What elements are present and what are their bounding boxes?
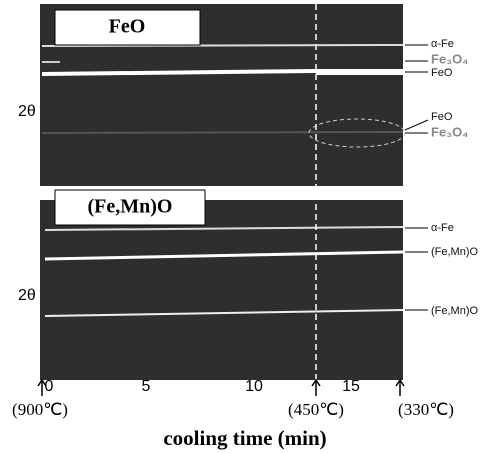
peak-label: FeO (431, 111, 453, 123)
peak-line (44, 309, 404, 317)
peak-label: (Fe,Mn)O (431, 305, 479, 317)
temperature-label: (450℃) (288, 400, 344, 419)
temperature-label: (900℃) (12, 400, 68, 419)
x-axis-title: cooling time (min) (163, 426, 326, 450)
panel-title-box (54, 9, 201, 46)
x-tick-label: 15 (342, 378, 360, 395)
panel-title: (Fe,Mn)O (88, 196, 173, 218)
pointers (404, 44, 429, 311)
peak-label: Fe₃O₄ (431, 124, 469, 139)
x-tick-label: 10 (245, 378, 263, 395)
x-tick-label: 0 (45, 378, 54, 395)
peak-label: Fe₃O₄ (431, 51, 469, 66)
peak-label: (Fe,Mn)O (431, 246, 479, 258)
panel-title: FeO (109, 16, 146, 38)
peak-line (41, 44, 404, 47)
peak-label: FeO (431, 67, 453, 79)
axis-label: 2θ (18, 103, 36, 120)
axis-label: 2θ (18, 287, 36, 304)
peak-line (41, 131, 404, 134)
peak-line (41, 69, 317, 76)
tick-arrows (37, 378, 405, 396)
temperature-label: (330℃) (398, 400, 454, 419)
peak-line (44, 250, 404, 261)
x-tick-label: 5 (142, 378, 151, 395)
peak-label: α-Fe (431, 38, 454, 50)
panel-title-box (54, 189, 206, 226)
peak-line (44, 226, 404, 231)
peak-label: α-Fe (431, 222, 454, 234)
